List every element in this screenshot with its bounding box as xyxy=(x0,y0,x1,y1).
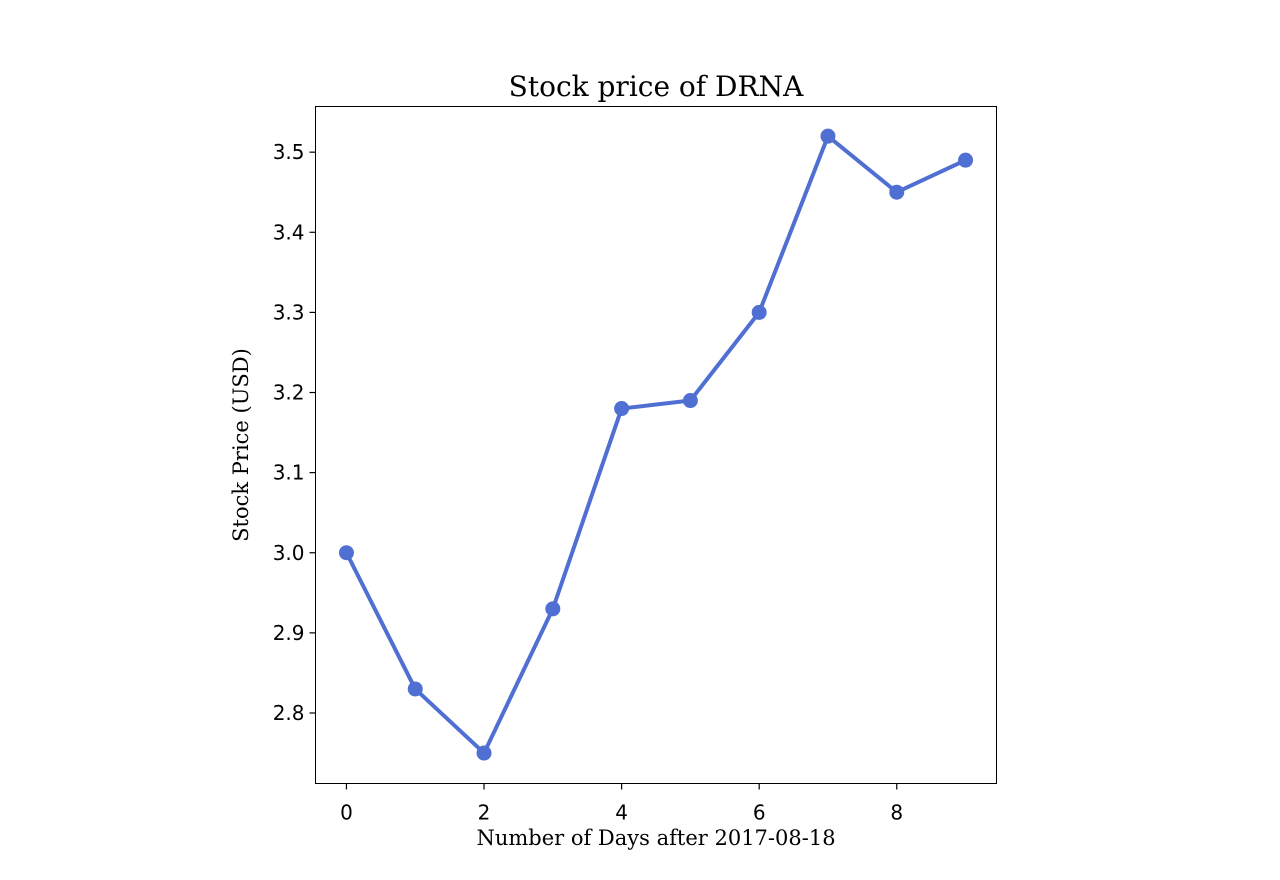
x-tick-label: 4 xyxy=(615,801,628,825)
chart-title: Stock price of DRNA xyxy=(509,70,804,103)
data-point xyxy=(889,184,905,200)
x-axis: 0 2 4 6 8 xyxy=(340,783,903,825)
y-tick-label: 3.0 xyxy=(273,541,305,565)
y-axis-label: Stock Price (USD) xyxy=(229,348,253,542)
data-point xyxy=(820,128,836,144)
x-tick-label: 0 xyxy=(340,801,353,825)
y-tick-label: 3.5 xyxy=(273,140,305,164)
data-point xyxy=(751,304,767,320)
x-tick-label: 2 xyxy=(478,801,491,825)
x-tick-label: 6 xyxy=(753,801,766,825)
x-tick-label: 8 xyxy=(890,801,903,825)
series-line xyxy=(344,134,968,756)
data-point xyxy=(958,152,974,168)
y-tick-label: 3.1 xyxy=(273,461,305,485)
plot-area-frame xyxy=(315,106,997,784)
y-tick-label: 3.3 xyxy=(273,300,305,324)
y-tick-label: 2.8 xyxy=(273,701,305,725)
series-layer xyxy=(338,128,974,761)
x-axis-label: Number of Days after 2017-08-18 xyxy=(476,826,835,850)
y-tick-label: 2.9 xyxy=(273,621,305,645)
y-tick-label: 3.2 xyxy=(273,381,305,405)
data-point xyxy=(338,545,354,561)
data-point xyxy=(545,601,561,617)
y-tick-label: 3.4 xyxy=(273,220,305,244)
data-point xyxy=(476,745,492,761)
y-axis: 2.8 2.9 3.0 3.1 3.2 3.3 3.4 3.5 xyxy=(273,140,316,725)
data-point xyxy=(407,681,423,697)
data-point xyxy=(614,401,630,417)
data-point xyxy=(682,393,698,409)
